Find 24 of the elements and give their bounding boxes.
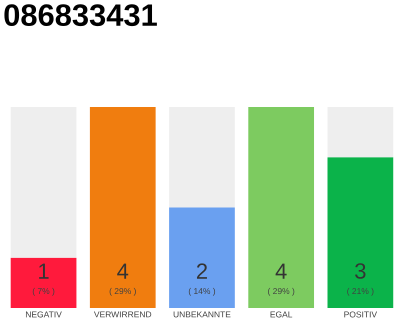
annotation: ( 14% ) xyxy=(188,288,216,296)
x-tick-label: POSITIV xyxy=(344,311,378,318)
data-label: 4 xyxy=(276,264,287,279)
data-label: 3 xyxy=(355,263,366,279)
bar xyxy=(327,106,394,158)
bar xyxy=(327,157,394,308)
x-tick-label: EGAL xyxy=(270,311,292,318)
annotation: ( 29% ) xyxy=(110,288,136,296)
bar xyxy=(248,106,314,308)
annotation: ( 7% ) xyxy=(32,288,54,296)
x-tick-label: NEGATIV xyxy=(26,311,62,318)
annotation: ( 21% ) xyxy=(347,288,374,296)
bar xyxy=(90,106,156,308)
annotation: ( 29% ) xyxy=(268,288,294,296)
chart-title: 086833431 xyxy=(4,4,157,26)
data-label: 2 xyxy=(196,263,207,279)
data-label: 1 xyxy=(39,264,49,279)
bar xyxy=(10,258,76,308)
x-tick-label: VERWIRREND xyxy=(94,311,152,318)
bar xyxy=(169,106,235,208)
bar xyxy=(169,207,235,308)
x-tick-label: UNBEKANNTE xyxy=(174,311,231,318)
bar xyxy=(10,106,76,258)
data-label: 4 xyxy=(117,264,128,279)
